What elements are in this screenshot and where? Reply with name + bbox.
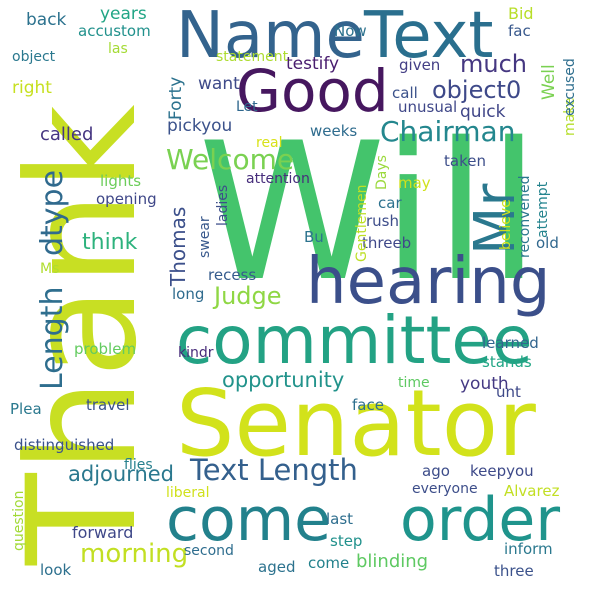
word-adjourned: adjourned [68,462,175,486]
word-real: real [256,135,283,151]
word-old: old [536,234,559,252]
word-youth: youth [460,374,509,394]
word-text-length: Text Length [190,453,358,487]
word-attempt: attempt [535,181,551,238]
word-inform: inform [504,540,553,558]
word-may: may [398,174,431,192]
word-hearing: hearing [306,245,551,319]
word-look: look [40,561,72,579]
word-rush: rush [366,212,399,230]
word-everyone: everyone [412,481,478,497]
word-travel: travel [86,396,130,414]
word-right: right [12,78,52,98]
word-called: called [40,124,94,145]
word-morning: morning [80,539,189,569]
word-much: much [460,50,527,78]
word-senator: Senator [176,370,536,477]
word-chairman: Chairman [380,115,516,148]
word-well: Well [539,64,559,100]
word-days: Days [374,155,390,190]
word-accustom: accustom [78,22,151,40]
word-kindr: kindr [178,345,214,361]
word-opening: opening [96,190,157,208]
word-pickyou: pickyou [167,116,233,136]
word-want: want [198,74,240,94]
word-question: question [11,490,27,551]
word-three: three [494,562,534,580]
word-unusual: unusual [398,98,458,116]
word-object: object [12,49,56,65]
word-think: think [82,230,138,255]
word-ago: ago [422,462,450,480]
word-last: last [326,510,354,528]
word-given: given [399,56,441,74]
word-lights: lights [100,172,142,190]
word-statement: statement [216,49,289,65]
word-step: step [330,532,363,550]
word-reconvened: reconvened [517,175,533,258]
word-mr: Mr [463,183,528,255]
word-committee: committee [176,302,533,379]
word-alvarez: Alvarez [504,482,560,500]
word-judge: Judge [214,282,282,310]
word-threeb: threeb [362,234,412,252]
word-bu: Bu [304,228,324,246]
word-distinguished: distinguished [14,436,115,454]
word-swear: swear [197,216,213,258]
word-ms: Ms [40,261,60,277]
word-call: call [392,84,418,102]
word-opportunity: opportunity [222,368,345,392]
word-problem: problem [74,340,137,358]
word-plea: Plea [10,400,42,418]
word-las: las [108,41,128,57]
word-welcome: Welcome [166,143,295,176]
word-flies: flies [124,457,153,473]
word-quick: quick [460,102,506,122]
word-ladies: ladies [215,184,231,226]
word-dtype: dtype [35,169,70,256]
word-fac: fac [508,22,531,40]
word-liberal: liberal [166,485,210,501]
word-name: Name [176,0,365,73]
word-length: Length [35,286,70,390]
word-attention: attention [246,171,310,187]
word-taken: taken [444,152,486,170]
word-good: Good [236,57,389,125]
word-order: order [400,485,560,555]
word-aged: aged [258,558,296,576]
word-car: car [378,194,402,212]
word-come: come [166,485,332,555]
word-excused: excused [562,58,578,116]
word-blinding: blinding [356,551,429,572]
word-back: back [26,10,67,30]
word-stands: stands [482,353,532,371]
word-forty: Forty [166,76,186,120]
word-unt: unt [496,383,521,401]
word-will: Will [198,102,541,323]
word-years: years [100,4,147,24]
word-come-small: come [308,554,350,572]
word-let: Let [236,99,258,115]
word-bid: Bid [508,4,534,23]
word-keepyou: keepyou [470,462,534,480]
word-object0: object0 [432,76,522,104]
word-forward: forward [72,523,134,542]
word-believe: believe [498,199,514,250]
word-second: second [184,543,234,559]
word-thomas: Thomas [166,206,190,286]
word-time: time [398,375,430,391]
word-testify: testify [286,54,340,74]
word-gentlemen: Gentlemen [354,184,370,262]
word-long: long [172,285,205,303]
word-learned: learned [482,334,539,352]
word-weeks: weeks [310,122,358,140]
word-face: face [352,396,384,414]
word-recess: recess [208,266,257,284]
word-text: Text [364,0,494,73]
word-now: Now [334,22,367,40]
